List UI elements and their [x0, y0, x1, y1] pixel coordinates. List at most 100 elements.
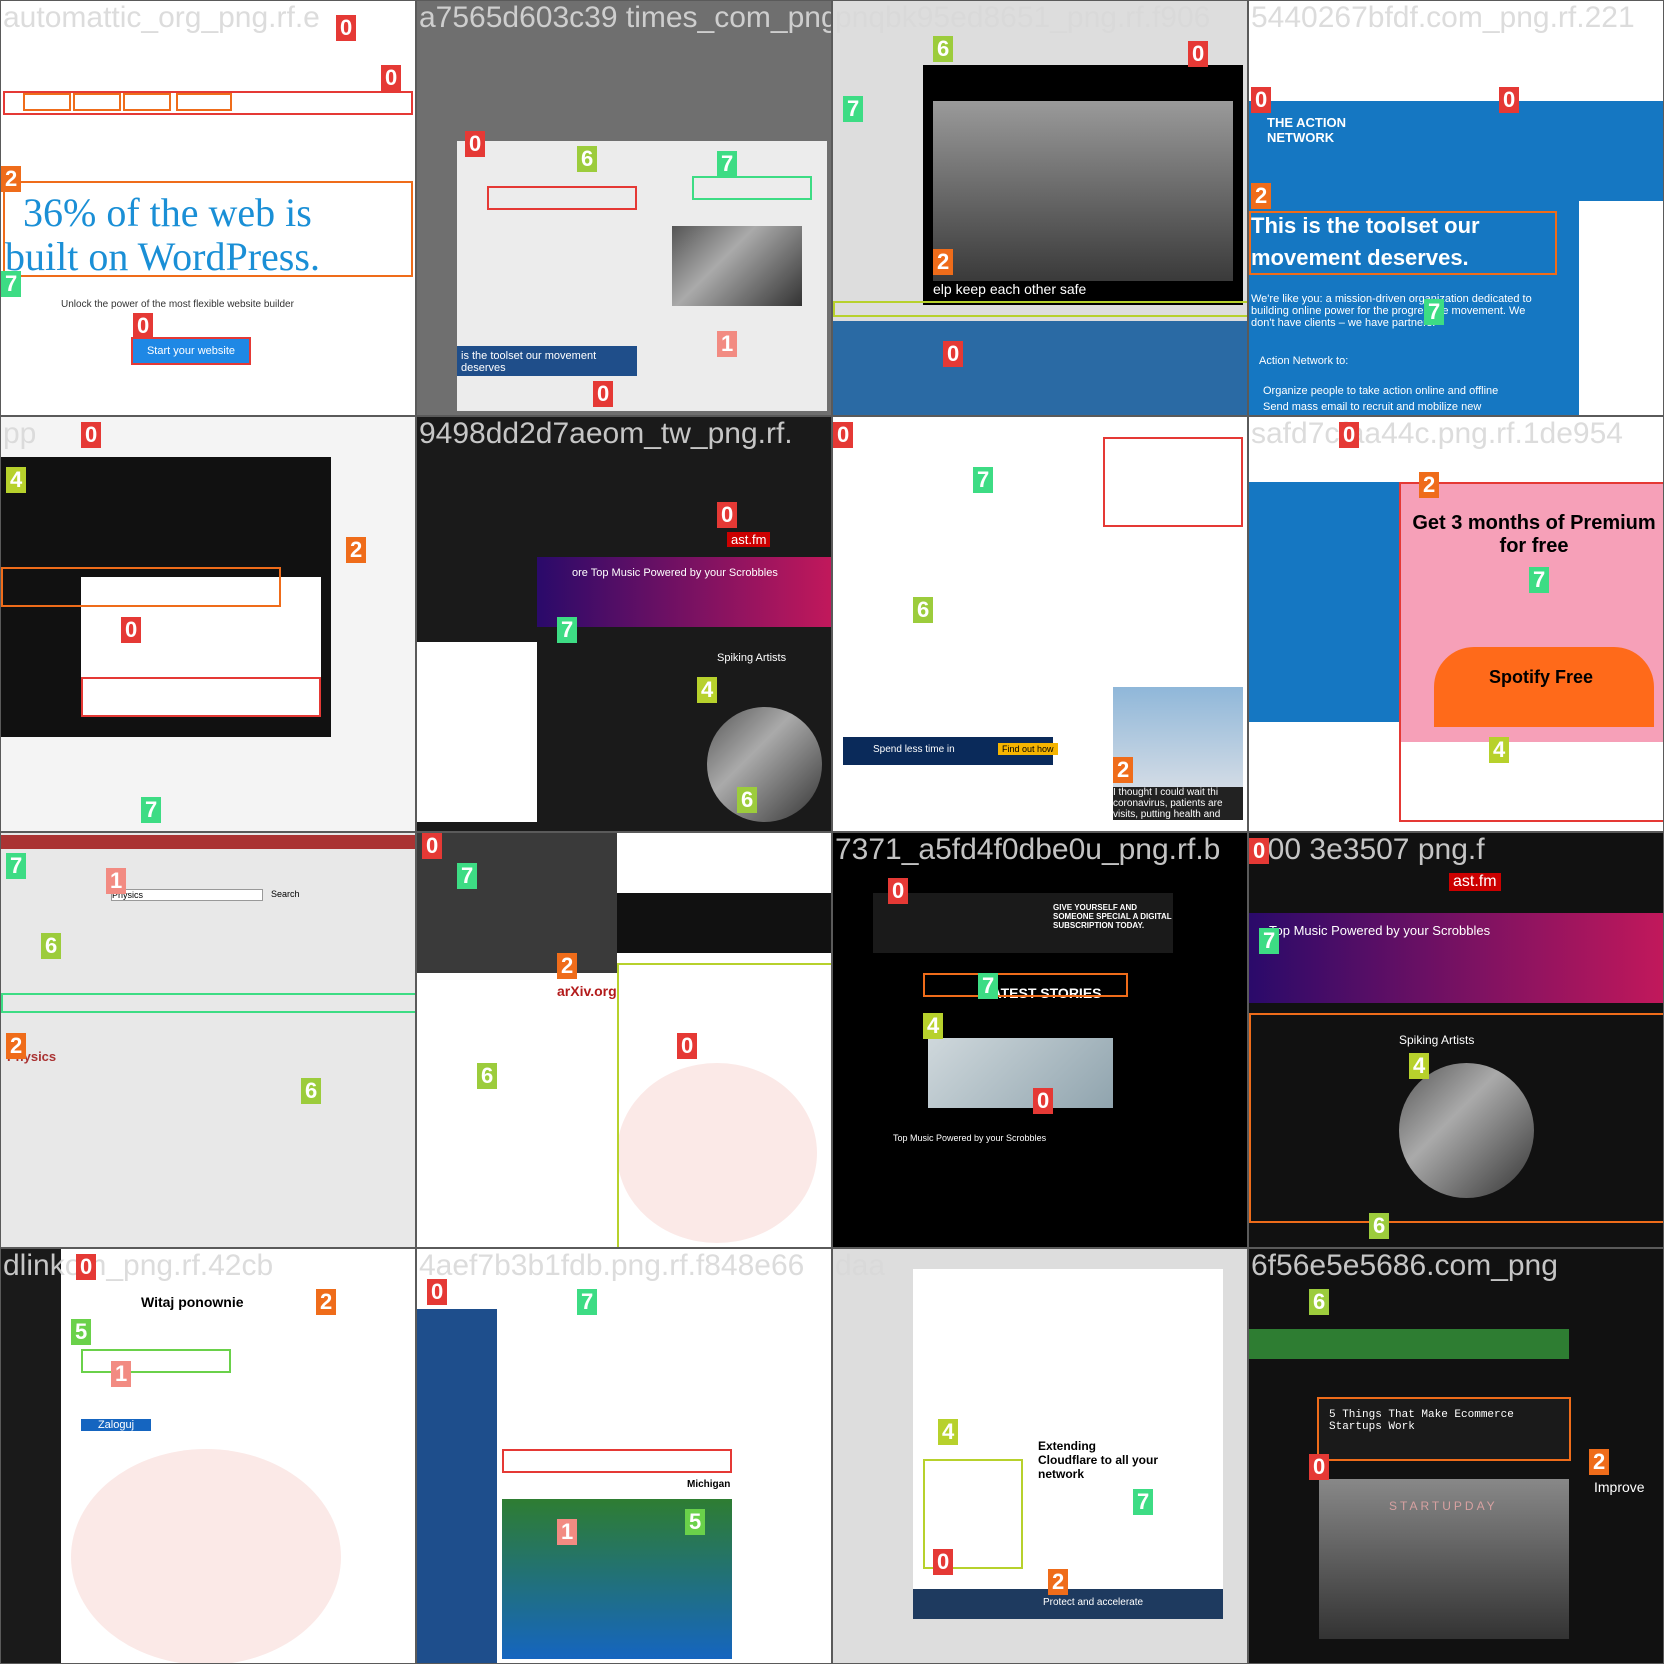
- promo-text: Spend less time in: [873, 744, 955, 755]
- tag-7: 7: [6, 853, 27, 879]
- tile-news: 7371_a5fd4f0dbe0u_png.rf.b GIVE YOURSELF…: [832, 832, 1248, 1248]
- tag-0: 0: [1033, 1088, 1054, 1114]
- hero-box: [3, 181, 413, 277]
- tile-caption: 6f56e5e5686.com_png: [1251, 1249, 1558, 1282]
- tag-6: 6: [577, 146, 598, 172]
- promo-text: Extending Cloudflare to all your network: [1038, 1439, 1159, 1481]
- footer-text: Protect and accelerate: [1043, 1597, 1144, 1608]
- artist-photo[interactable]: [1399, 1063, 1534, 1198]
- tag-0: 0: [1339, 422, 1360, 448]
- nav-item[interactable]: [176, 93, 232, 111]
- tile-5: pp 0 7 4 0 2: [0, 416, 416, 832]
- box: [923, 1459, 1023, 1569]
- tag-0: 0: [943, 341, 964, 367]
- nav-item[interactable]: [123, 93, 171, 111]
- latest-stories: LATEST STORIES: [983, 985, 1102, 1001]
- blue-band: [833, 321, 1247, 415]
- login-heading: Witaj ponownie: [141, 1294, 244, 1310]
- headline-box: [1249, 211, 1557, 275]
- promo-button[interactable]: Find out how: [998, 743, 1058, 755]
- tag-6: 6: [737, 787, 758, 813]
- tile-caption: 9498dd2d7aeom_tw_png.rf.: [419, 417, 793, 450]
- tag-2: 2: [316, 1289, 337, 1315]
- box: [617, 963, 831, 1247]
- tag-7: 7: [1529, 567, 1550, 593]
- site-name[interactable]: arXiv.org: [557, 983, 617, 999]
- hospital-photo: [1113, 687, 1243, 787]
- tile-login: dlinkom_png.rf.42cb Witaj ponownie Zalog…: [0, 1248, 416, 1664]
- email-field[interactable]: [81, 1349, 231, 1373]
- tag-4: 4: [938, 1419, 959, 1445]
- page: [913, 1269, 1223, 1589]
- artist-photo[interactable]: [707, 707, 822, 822]
- box: [1, 567, 281, 607]
- story-photo[interactable]: [928, 1038, 1113, 1108]
- post-title: 5 Things That Make Ecommerce Startups Wo…: [1329, 1409, 1514, 1433]
- box: [1317, 1397, 1571, 1461]
- headline-2: movement deserves.: [1251, 245, 1469, 270]
- tag-5: 5: [685, 1509, 706, 1535]
- tag-7: 7: [843, 96, 864, 122]
- box: [81, 677, 321, 717]
- nav-item[interactable]: [73, 93, 121, 111]
- photo-caption: STARTUPDAY: [1389, 1499, 1498, 1513]
- nav-bar: [3, 91, 413, 115]
- tag-4: 4: [1409, 1053, 1430, 1079]
- tag-6: 6: [913, 597, 934, 623]
- tag-0: 0: [381, 65, 402, 91]
- tag-0: 0: [422, 833, 443, 859]
- tag-0: 0: [336, 15, 357, 41]
- event-photo: [1319, 1479, 1569, 1639]
- dark-header: [417, 833, 617, 973]
- tag-0: 0: [1309, 1454, 1330, 1480]
- nav-item[interactable]: [23, 93, 71, 111]
- post-card[interactable]: [1319, 1399, 1569, 1459]
- cta-box: [131, 337, 251, 365]
- tile-spotify: safd7cfaa44c.png.rf.1de954 Get 3 months …: [1248, 416, 1664, 832]
- intro-paragraph: We're like you: a mission-driven organiz…: [1251, 293, 1532, 329]
- tag-0: 0: [76, 1254, 97, 1280]
- physics-select[interactable]: Physics: [111, 889, 263, 901]
- tag-7: 7: [1259, 928, 1280, 954]
- tile-caption: pnqbk95ed8651_png.rf.f906: [835, 1, 1211, 34]
- tag-0: 0: [717, 502, 738, 528]
- tag-6: 6: [301, 1078, 322, 1104]
- box: [502, 1449, 732, 1473]
- site-logo[interactable]: ast.fm: [727, 532, 771, 547]
- site-logo[interactable]: ast.fm: [1449, 873, 1501, 891]
- tile-7: Spend less time in Find out how I though…: [832, 416, 1248, 832]
- tile-nytimes: a7565d603c39 times_com_png is the toolse…: [416, 0, 832, 416]
- illustration: [71, 1449, 341, 1663]
- section-title: Spiking Artists: [717, 652, 787, 664]
- tile-caption: 4aef7b3b1fdb.png.rf.f848e66: [419, 1249, 805, 1282]
- search-button[interactable]: Search: [271, 889, 300, 899]
- promo-headline: Get 3 months of Premium for free: [1412, 512, 1656, 557]
- login-button[interactable]: Zaloguj: [81, 1419, 151, 1431]
- tag-0: 0: [133, 313, 154, 339]
- tag-6: 6: [41, 933, 62, 959]
- tag-0: 0: [1251, 87, 1272, 113]
- promo-bar: [873, 893, 1173, 953]
- ad-panel: [417, 642, 537, 822]
- tag-0: 0: [81, 422, 102, 448]
- hero-headline-1: 36% of the web is: [23, 190, 312, 235]
- box: [487, 186, 637, 210]
- box: [833, 301, 1247, 317]
- start-website-button[interactable]: Start your website: [133, 339, 249, 363]
- promo-text: GIVE YOURSELF AND SOMEONE SPECIAL A DIGI…: [1053, 903, 1172, 930]
- tag-2: 2: [1, 166, 22, 192]
- left-panel: [1249, 482, 1399, 722]
- banner-text: ore Top Music Powered by your Scrobbles: [572, 567, 778, 579]
- tag-2: 2: [557, 953, 578, 979]
- box: [692, 176, 812, 200]
- tile-caption: dlinkom_png.rf.42cb: [3, 1249, 274, 1282]
- dark-side: [1, 1249, 61, 1663]
- tag-2: 2: [933, 249, 954, 275]
- brand-logo[interactable]: THE ACTION NETWORK: [1267, 115, 1346, 145]
- tile-caption: a7565d603c39 times_com_png: [419, 1, 832, 34]
- tile-caption: 000 3e3507 png.f: [1251, 833, 1485, 866]
- tag-2: 2: [1251, 183, 1272, 209]
- header-bar: [1, 835, 415, 849]
- tag-4: 4: [1489, 737, 1510, 763]
